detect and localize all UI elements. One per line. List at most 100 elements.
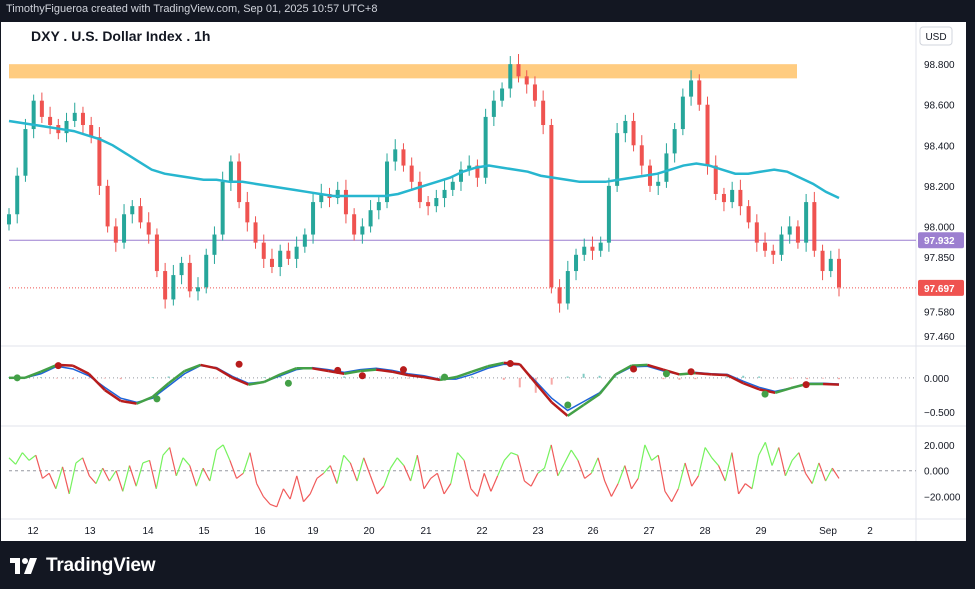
candle-body[interactable] (516, 64, 521, 77)
candle-body[interactable] (130, 206, 135, 215)
candle-body[interactable] (179, 262, 184, 276)
candle-body[interactable] (171, 275, 176, 300)
crossover-marker[interactable] (235, 360, 243, 368)
chart-svg[interactable]: 98.800 98.600 98.400 98.200 98.000 97.850 97.5… (1, 22, 966, 541)
candle-body[interactable] (697, 80, 702, 105)
price-pane[interactable] (7, 54, 916, 313)
candle-body[interactable] (557, 287, 562, 304)
candle-body[interactable] (763, 242, 768, 251)
candle-body[interactable] (508, 64, 513, 89)
candle-body[interactable] (721, 193, 726, 203)
candle-body[interactable] (680, 96, 685, 130)
candle-body[interactable] (837, 258, 841, 288)
candle-body[interactable] (639, 145, 644, 166)
candle-body[interactable] (105, 185, 110, 227)
candle-body[interactable] (72, 112, 77, 121)
candle-body[interactable] (261, 242, 266, 259)
candle-body[interactable] (549, 125, 554, 288)
candle-body[interactable] (820, 250, 825, 272)
candle-body[interactable] (795, 226, 800, 243)
candle-body[interactable] (368, 210, 373, 227)
candle-body[interactable] (146, 222, 151, 235)
candle-body[interactable] (664, 153, 669, 182)
candle-body[interactable] (253, 222, 258, 243)
crossover-marker[interactable] (630, 365, 638, 373)
candle-body[interactable] (672, 129, 677, 154)
candle-body[interactable] (228, 161, 233, 182)
crossover-marker[interactable] (13, 374, 21, 382)
candle-body[interactable] (278, 250, 283, 267)
candle-body[interactable] (442, 189, 447, 199)
candle-body[interactable] (23, 129, 28, 176)
candle-body[interactable] (565, 271, 570, 304)
crossover-marker[interactable] (687, 368, 695, 376)
candle-body[interactable] (467, 165, 472, 170)
candle-body[interactable] (294, 246, 299, 259)
candle-body[interactable] (656, 181, 661, 186)
candle-body[interactable] (590, 246, 595, 251)
candle-body[interactable] (532, 84, 537, 101)
candle-body[interactable] (187, 262, 192, 292)
candle-body[interactable] (541, 100, 546, 126)
price-tag[interactable] (918, 279, 964, 296)
candle-body[interactable] (163, 271, 168, 300)
candle-body[interactable] (524, 76, 529, 85)
crossover-marker[interactable] (662, 370, 670, 378)
candle-body[interactable] (343, 189, 348, 215)
tradingview-footer[interactable]: TradingView (10, 552, 156, 580)
candle-body[interactable] (138, 206, 143, 223)
candle-body[interactable] (417, 181, 422, 203)
candle-body[interactable] (97, 137, 102, 186)
price-axis[interactable]: 98.800 98.600 98.400 98.200 98.000 97.850 97.5… (918, 60, 964, 504)
crossover-marker[interactable] (153, 395, 161, 403)
crossover-marker[interactable] (54, 362, 62, 370)
candle-body[interactable] (376, 202, 381, 211)
crossover-marker[interactable] (802, 381, 810, 389)
candle-body[interactable] (615, 133, 620, 186)
candle-body[interactable] (738, 189, 743, 207)
candle-body[interactable] (713, 165, 718, 194)
candle-body[interactable] (754, 222, 759, 243)
candle-body[interactable] (39, 100, 44, 117)
candle-body[interactable] (64, 120, 69, 134)
candle-body[interactable] (582, 246, 587, 255)
candle-body[interactable] (15, 175, 20, 215)
candle-body[interactable] (220, 181, 225, 235)
candle-body[interactable] (245, 202, 250, 223)
resistance-zone[interactable] (9, 64, 797, 79)
candle-body[interactable] (500, 88, 505, 101)
candle-body[interactable] (393, 149, 398, 162)
candle-body[interactable] (80, 112, 85, 126)
candle-body[interactable] (113, 226, 118, 243)
candle-body[interactable] (352, 214, 357, 235)
momentum-pane[interactable] (8, 442, 916, 508)
crossover-marker[interactable] (506, 360, 514, 368)
candle-body[interactable] (598, 242, 603, 251)
candle-body[interactable] (269, 258, 274, 267)
candle-body[interactable] (7, 214, 11, 225)
candle-body[interactable] (48, 116, 53, 126)
crossover-marker[interactable] (284, 379, 292, 387)
candle-body[interactable] (491, 100, 496, 117)
candle-body[interactable] (311, 202, 316, 235)
moving-average-line[interactable] (8, 119, 840, 200)
candle-body[interactable] (31, 100, 36, 130)
candle-body[interactable] (458, 169, 463, 182)
oscillator-pane[interactable] (8, 360, 916, 417)
candle-body[interactable] (771, 250, 776, 255)
candle-body[interactable] (409, 165, 414, 182)
candle-body[interactable] (286, 250, 291, 259)
candle-body[interactable] (631, 120, 636, 146)
crossover-marker[interactable] (564, 401, 572, 409)
candle-body[interactable] (475, 165, 480, 178)
candle-body[interactable] (730, 189, 735, 203)
candle-body[interactable] (122, 214, 127, 243)
candle-body[interactable] (89, 125, 94, 138)
candle-body[interactable] (360, 226, 365, 235)
candle-body[interactable] (401, 149, 406, 166)
candle-body[interactable] (434, 198, 439, 207)
candle-body[interactable] (787, 226, 792, 235)
candle-body[interactable] (779, 234, 784, 255)
candle-body[interactable] (212, 234, 217, 255)
crossover-marker[interactable] (761, 390, 769, 398)
